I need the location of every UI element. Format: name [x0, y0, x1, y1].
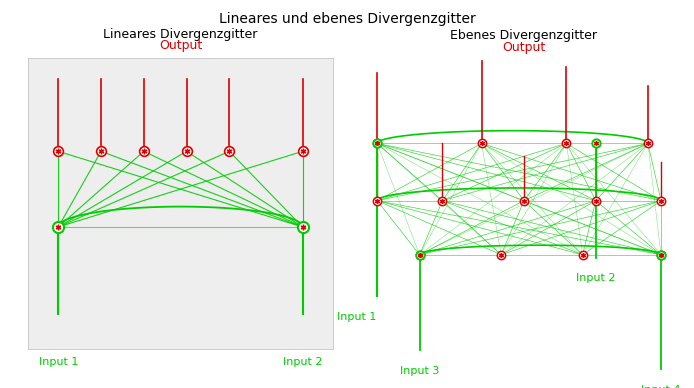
Text: Input 4: Input 4: [641, 385, 681, 388]
Text: Input 1: Input 1: [337, 312, 376, 322]
Text: Input 1: Input 1: [39, 357, 78, 367]
Text: Output: Output: [502, 41, 545, 54]
Text: Lineares Divergenzgitter: Lineares Divergenzgitter: [103, 28, 257, 41]
Text: Lineares und ebenes Divergenzgitter: Lineares und ebenes Divergenzgitter: [219, 12, 475, 26]
Text: Output: Output: [159, 39, 202, 52]
Text: Ebenes Divergenzgitter: Ebenes Divergenzgitter: [450, 29, 598, 42]
Text: Input 3: Input 3: [400, 366, 439, 376]
Text: Input 2: Input 2: [283, 357, 322, 367]
Text: Input 2: Input 2: [576, 274, 616, 284]
